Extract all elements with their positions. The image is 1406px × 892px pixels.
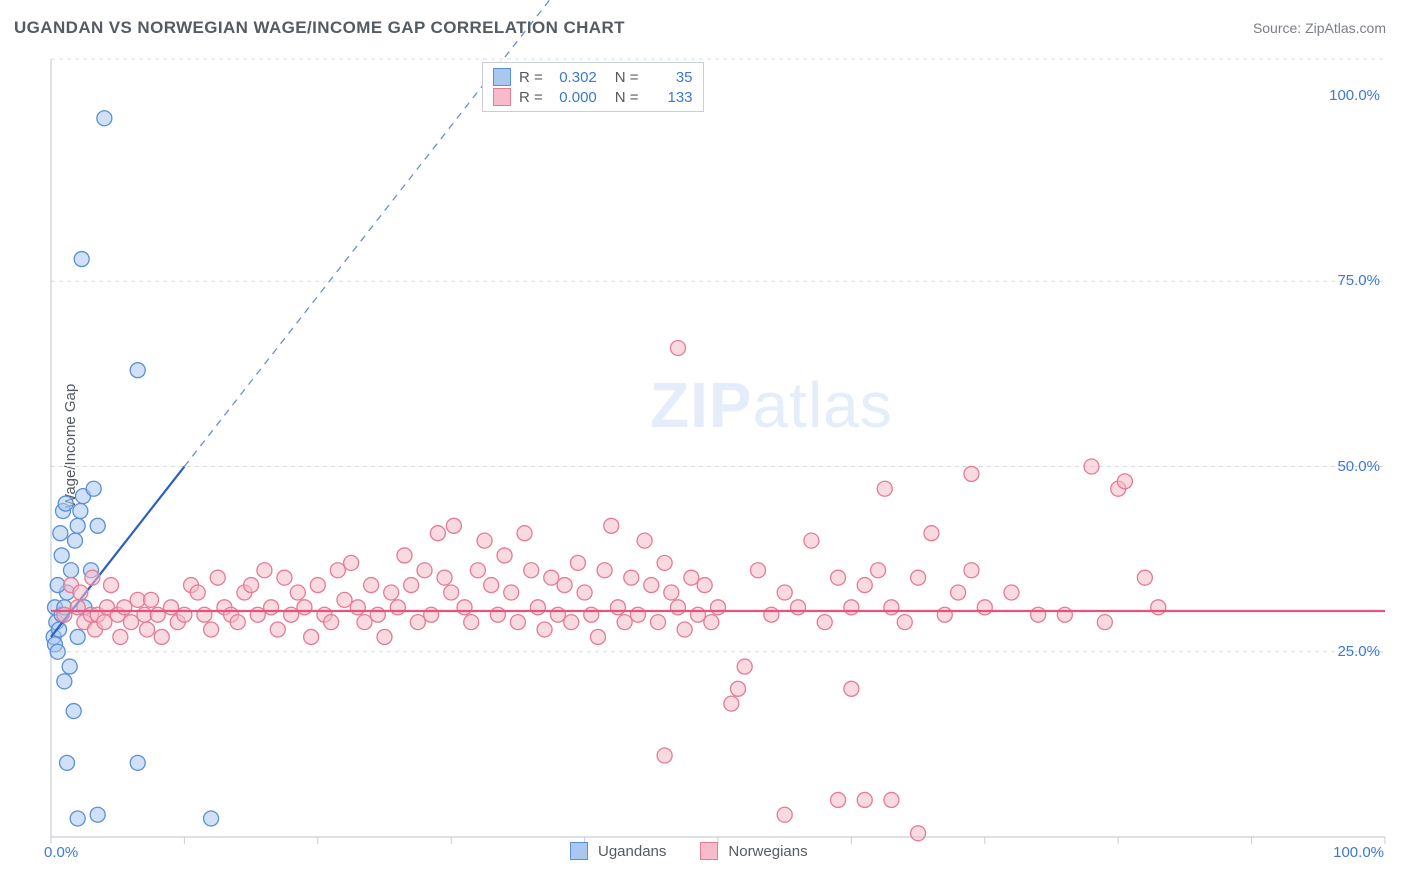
swatch-icon	[493, 88, 511, 106]
y-tick-label: 100.0%	[1329, 87, 1380, 104]
n-label: N =	[615, 69, 639, 86]
r-label: R =	[519, 89, 543, 106]
correlation-stat-box: R = 0.302 N = 35 R = 0.000 N = 133	[482, 62, 704, 112]
n-value: 133	[647, 89, 693, 106]
legend-swatch-icon	[700, 842, 718, 860]
r-value: 0.000	[551, 89, 597, 106]
n-label: N =	[615, 89, 639, 106]
chart-svg	[50, 58, 1386, 838]
source-link[interactable]: ZipAtlas.com	[1305, 20, 1386, 36]
legend-swatch-icon	[570, 842, 588, 860]
bottom-legend: Ugandans Norwegians	[570, 842, 832, 860]
x-tick-label: 0.0%	[44, 844, 78, 861]
source-attribution: Source: ZipAtlas.com	[1253, 20, 1386, 36]
r-label: R =	[519, 69, 543, 86]
x-tick-label: 100.0%	[1333, 844, 1384, 861]
y-tick-label: 75.0%	[1337, 272, 1380, 289]
legend-label-ugandans: Ugandans	[598, 843, 666, 860]
swatch-icon	[493, 68, 511, 86]
source-prefix: Source:	[1253, 20, 1305, 36]
stat-row-ugandans: R = 0.302 N = 35	[493, 67, 693, 87]
n-value: 35	[647, 69, 693, 86]
r-value: 0.302	[551, 69, 597, 86]
stat-row-norwegians: R = 0.000 N = 133	[493, 87, 693, 107]
y-tick-label: 50.0%	[1337, 458, 1380, 475]
y-tick-label: 25.0%	[1337, 643, 1380, 660]
plot-area: ZIPatlas R =0.302N =35R =0.000N =133 Uga…	[50, 58, 1386, 838]
legend-label-norwegians: Norwegians	[728, 843, 807, 860]
